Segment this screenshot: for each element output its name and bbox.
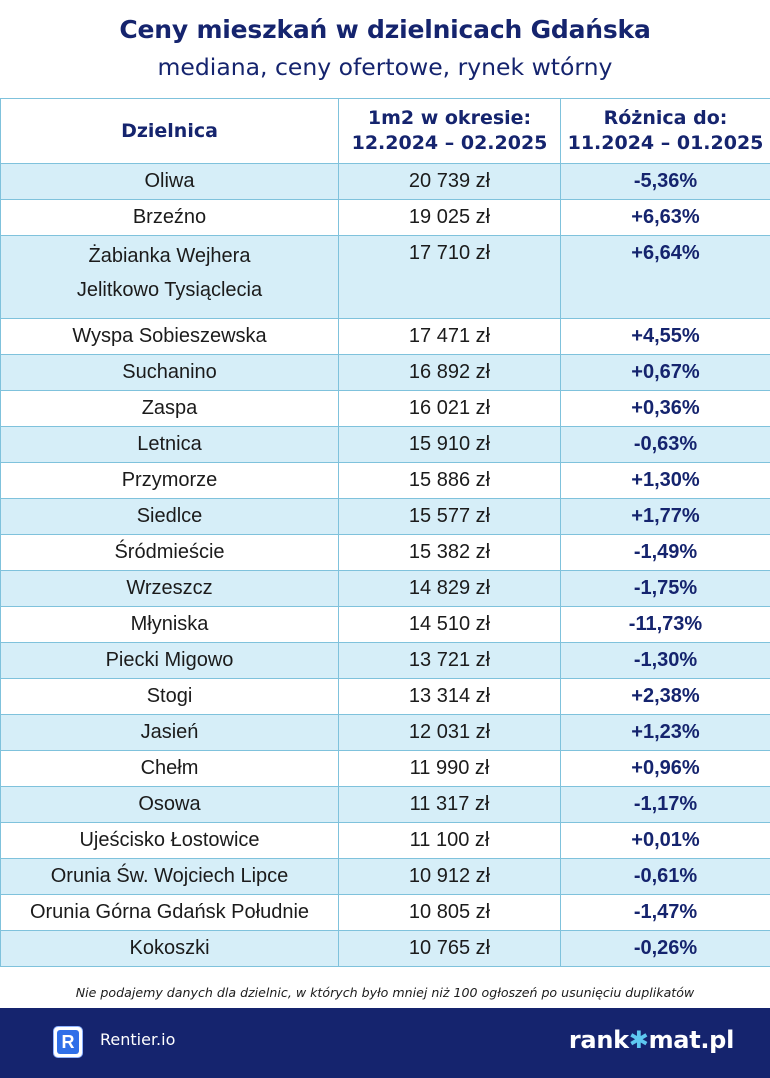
change-cell: +2,38% (560, 678, 770, 715)
district-cell: Letnica (0, 426, 339, 463)
price-cell: 15 577 zł (338, 498, 561, 535)
change-cell: -1,47% (560, 894, 770, 931)
page-header: Ceny mieszkań w dzielnicach Gdańska medi… (0, 0, 770, 100)
change-cell: +1,23% (560, 714, 770, 751)
price-cell: 16 021 zł (338, 390, 561, 427)
change-cell: +6,63% (560, 199, 770, 236)
price-cell: 15 910 zł (338, 426, 561, 463)
table-row: Osowa 11 317 zł -1,17% (0, 786, 770, 823)
price-cell: 11 317 zł (338, 786, 561, 823)
price-cell: 20 739 zł (338, 163, 561, 200)
district-cell: Suchanino (0, 354, 339, 391)
price-cell: 14 510 zł (338, 606, 561, 643)
price-cell: 12 031 zł (338, 714, 561, 751)
district-cell: Orunia Św. Wojciech Lipce (0, 858, 339, 895)
table-row: Oliwa 20 739 zł -5,36% (0, 163, 770, 200)
district-cell: Żabianka Wejhera Jelitkowo Tysiąclecia (0, 235, 339, 319)
price-cell: 14 829 zł (338, 570, 561, 607)
table-row: Piecki Migowo 13 721 zł -1,30% (0, 642, 770, 679)
table-row: Orunia Górna Gdańsk Południe 10 805 zł -1,… (0, 894, 770, 931)
change-cell: +0,36% (560, 390, 770, 427)
change-cell: +1,77% (560, 498, 770, 535)
price-cell: 13 314 zł (338, 678, 561, 715)
price-cell: 17 710 zł (338, 235, 561, 319)
table-row: Orunia Św. Wojciech Lipce 10 912 zł -0,61% (0, 858, 770, 895)
rentier-brand-name: Rentier.io (100, 1030, 176, 1049)
district-cell: Orunia Górna Gdańsk Południe (0, 894, 339, 931)
footnote: Nie podajemy danych dla dzielnic, w któr… (75, 985, 695, 1000)
table-row: Młyniska 14 510 zł -11,73% (0, 606, 770, 643)
district-cell: Brzeźno (0, 199, 339, 236)
district-cell: Młyniska (0, 606, 339, 643)
rankomat-logo: rank✱mat.pl (568, 1026, 734, 1054)
price-cell: 16 892 zł (338, 354, 561, 391)
change-cell: -5,36% (560, 163, 770, 200)
table-row: Żabianka Wejhera Jelitkowo Tysiąclecia 17 … (0, 235, 770, 319)
district-cell: Jasień (0, 714, 339, 751)
district-cell: Kokoszki (0, 930, 339, 967)
district-cell: Piecki Migowo (0, 642, 339, 679)
district-cell: Wyspa Sobieszewska (0, 318, 339, 355)
table-row: Chełm 11 990 zł +0,96% (0, 750, 770, 787)
district-cell: Przymorze (0, 462, 339, 499)
change-cell: -0,63% (560, 426, 770, 463)
change-cell: +0,01% (560, 822, 770, 859)
district-cell: Chełm (0, 750, 339, 787)
price-cell: 11 100 zł (338, 822, 561, 859)
table-row: Letnica 15 910 zł -0,63% (0, 426, 770, 463)
change-cell: -1,30% (560, 642, 770, 679)
price-cell: 15 886 zł (338, 462, 561, 499)
column-header-change: Różnica do: 11.2024 – 01.2025 (560, 98, 770, 164)
change-cell: +0,67% (560, 354, 770, 391)
district-cell: Wrzeszcz (0, 570, 339, 607)
change-cell: +4,55% (560, 318, 770, 355)
price-cell: 19 025 zł (338, 199, 561, 236)
district-cell: Ujeścisko Łostowice (0, 822, 339, 859)
change-cell: -0,61% (560, 858, 770, 895)
price-cell: 15 382 zł (338, 534, 561, 571)
table-row: Kokoszki 10 765 zł -0,26% (0, 930, 770, 967)
footer-bar: R Rentier.io rank✱mat.pl (0, 1008, 770, 1078)
change-cell: -11,73% (560, 606, 770, 643)
price-cell: 17 471 zł (338, 318, 561, 355)
change-cell: +6,64% (560, 235, 770, 319)
table-row: Przymorze 15 886 zł +1,30% (0, 462, 770, 499)
price-cell: 10 765 zł (338, 930, 561, 967)
table-header-row: Dzielnica 1m2 w okresie: 12.2024 – 02.202… (0, 98, 770, 164)
district-cell: Oliwa (0, 163, 339, 200)
district-cell: Śródmieście (0, 534, 339, 571)
table-row: Zaspa 16 021 zł +0,36% (0, 390, 770, 427)
table-row: Jasień 12 031 zł +1,23% (0, 714, 770, 751)
district-cell: Osowa (0, 786, 339, 823)
change-cell: +1,30% (560, 462, 770, 499)
price-cell: 11 990 zł (338, 750, 561, 787)
table-row: Wrzeszcz 14 829 zł -1,75% (0, 570, 770, 607)
district-cell: Siedlce (0, 498, 339, 535)
table-row: Ujeścisko Łostowice 11 100 zł +0,01% (0, 822, 770, 859)
rankomat-star-icon: ✱ (628, 1026, 649, 1054)
change-cell: -1,17% (560, 786, 770, 823)
table-row: Śródmieście 15 382 zł -1,49% (0, 534, 770, 571)
page-subtitle: mediana, ceny ofertowe, rynek wtórny (157, 53, 613, 81)
price-cell: 10 912 zł (338, 858, 561, 895)
table-row: Siedlce 15 577 zł +1,77% (0, 498, 770, 535)
table-row: Wyspa Sobieszewska 17 471 zł +4,55% (0, 318, 770, 355)
column-header-district: Dzielnica (0, 98, 339, 164)
change-cell: -0,26% (560, 930, 770, 967)
prices-table: Dzielnica 1m2 w okresie: 12.2024 – 02.202… (0, 98, 770, 967)
district-cell: Stogi (0, 678, 339, 715)
change-cell: -1,75% (560, 570, 770, 607)
column-header-price: 1m2 w okresie: 12.2024 – 02.2025 (338, 98, 561, 164)
table-row: Brzeźno 19 025 zł +6,63% (0, 199, 770, 236)
change-cell: -1,49% (560, 534, 770, 571)
price-cell: 13 721 zł (338, 642, 561, 679)
change-cell: +0,96% (560, 750, 770, 787)
rentier-logo-icon: R (53, 1026, 83, 1058)
page-title: Ceny mieszkań w dzielnicach Gdańska (119, 15, 651, 44)
table-row: Stogi 13 314 zł +2,38% (0, 678, 770, 715)
district-cell: Zaspa (0, 390, 339, 427)
price-cell: 10 805 zł (338, 894, 561, 931)
table-row: Suchanino 16 892 zł +0,67% (0, 354, 770, 391)
